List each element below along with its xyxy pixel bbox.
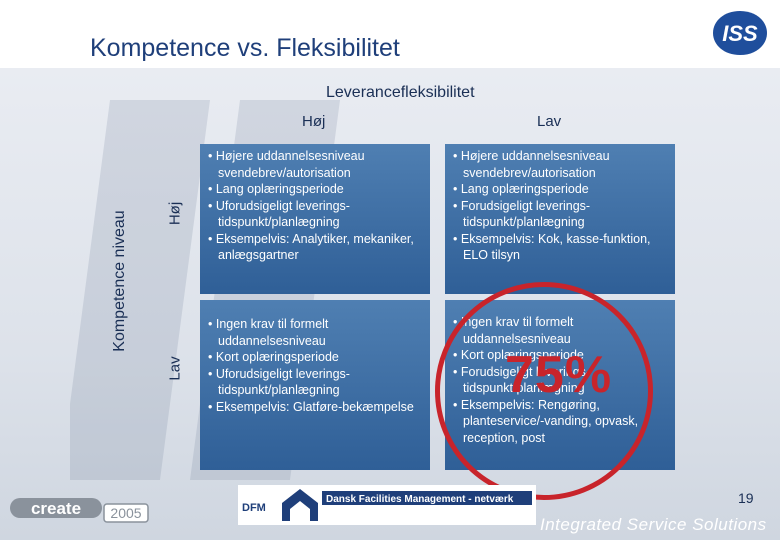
cell-high-high: Højere uddannelsesniveau svendebrev/auto…: [200, 144, 430, 294]
column-head-low: Lav: [537, 113, 562, 130]
list-item: Lang oplæringsperiode: [208, 181, 422, 198]
highlight-percentage: 75%: [505, 346, 613, 404]
list-item: Eksempelvis: Analytiker, mekaniker, anlæ…: [208, 231, 422, 264]
page-title: Kompetence vs. Fleksibilitet: [90, 34, 400, 62]
list-item: Lang oplæringsperiode: [453, 181, 667, 198]
create-logo-text: create: [31, 499, 81, 518]
create-logo-year: 2005: [110, 505, 141, 521]
row-head-low: Lav: [166, 356, 184, 381]
list-item: Forudsigeligt leverings-tidspunkt/planlæ…: [453, 198, 667, 231]
side-axis-label: Kompetence niveau: [111, 210, 128, 352]
header: Kompetence vs. Fleksibilitet ISS: [0, 0, 780, 68]
highlight-circle: [435, 282, 653, 500]
row-head-high: Høj: [166, 201, 184, 226]
list-item: Ingen krav til formelt uddannelsesniveau: [208, 316, 422, 349]
list-item: Eksempelvis: Glatføre-bekæmpelse: [208, 399, 422, 416]
page-number: 19: [738, 490, 754, 506]
create-2005-logo: create 2005: [10, 498, 149, 523]
tagline: Integrated Service Solutions: [540, 515, 767, 534]
list-item: Højere uddannelsesniveau svendebrev/auto…: [453, 148, 667, 181]
top-axis-label: Leverancefleksibilitet: [326, 84, 475, 101]
column-head-high: Høj: [302, 113, 326, 130]
dfm-banner: DFM Dansk Facilities Management - netvær…: [238, 485, 536, 525]
cell-high-low: Højere uddannelsesniveau svendebrev/auto…: [445, 144, 675, 294]
cell-low-high: Ingen krav til formelt uddannelsesniveau…: [200, 300, 430, 470]
list-item: Højere uddannelsesniveau svendebrev/auto…: [208, 148, 422, 181]
iss-logo-text: ISS: [722, 21, 758, 46]
dfm-abbr: DFM: [242, 502, 266, 514]
iss-logo: ISS: [713, 11, 767, 55]
list-item: Uforudsigeligt leverings-tidspunkt/planl…: [208, 198, 422, 231]
list-item: Kort oplæringsperiode: [208, 349, 422, 366]
list-item: Uforudsigeligt leverings-tidspunkt/planl…: [208, 366, 422, 399]
dfm-name: Dansk Facilities Management - netværk: [326, 494, 514, 505]
list-item: Eksempelvis: Kok, kasse-funktion, ELO ti…: [453, 231, 667, 264]
